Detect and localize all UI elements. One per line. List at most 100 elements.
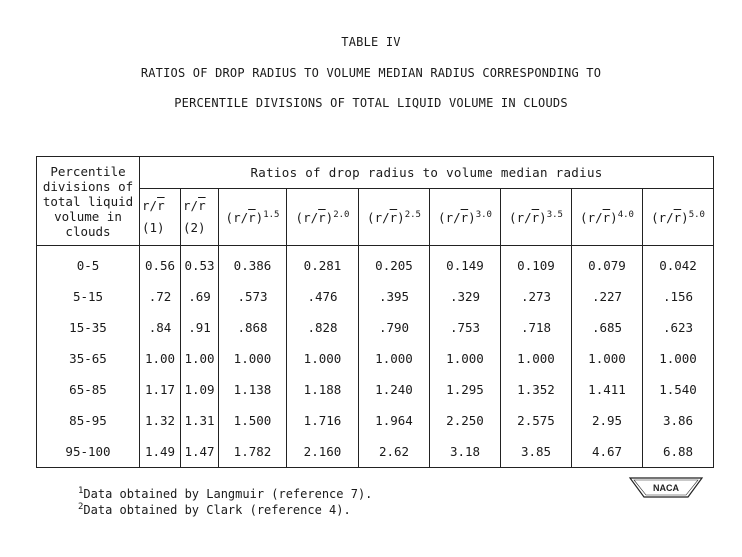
column-header-pow-2-0: (r/r)2.0	[286, 188, 359, 246]
ratios-span-header: Ratios of drop radius to volume median r…	[138, 156, 715, 189]
ratio-cell: .753	[429, 312, 501, 343]
ratio-cell: 1.295	[429, 374, 501, 405]
column-header-pow-1-5: (r/r)1.5	[218, 188, 287, 246]
column-header-exponent: 3.5	[546, 209, 563, 220]
percentile-cell: 0-5	[36, 245, 140, 281]
footnote-marker: 2	[78, 502, 84, 512]
ratio-cell: 1.17	[139, 374, 181, 405]
ratio-cell: 1.500	[218, 405, 287, 436]
ratio-cell: 3.85	[500, 436, 572, 468]
ratio-cell: 1.240	[358, 374, 430, 405]
column-header-exponent: 5.0	[688, 209, 705, 220]
table-body: 0-5 0.56 0.53 0.386 0.281 0.205 0.149 0.109 0.07…	[36, 245, 715, 468]
ratio-cell: 2.160	[286, 436, 359, 468]
percentile-cell: 5-15	[36, 281, 140, 312]
ratio-cell: 1.000	[218, 343, 287, 374]
column-header-base: (r/r)	[509, 209, 547, 225]
ratio-cell: 1.09	[180, 374, 219, 405]
ratio-cell: .790	[358, 312, 430, 343]
footnote-text: Data obtained by Clark (reference 4).	[83, 503, 351, 517]
ratio-cell: 1.188	[286, 374, 359, 405]
percentile-header-line: divisions of	[42, 178, 134, 194]
ratio-cell: 1.138	[218, 374, 287, 405]
ratio-cell: 2.575	[500, 405, 572, 436]
footnote-2: 2Data obtained by Clark (reference 4).	[78, 502, 351, 517]
column-header-exponent: 2.0	[333, 209, 350, 220]
percentile-header-line: volume in	[54, 208, 122, 224]
table-row: 0-5 0.56 0.53 0.386 0.281 0.205 0.149 0.109 0.07…	[36, 245, 715, 281]
ratio-cell: .573	[218, 281, 287, 312]
ratio-cell: 1.000	[358, 343, 430, 374]
naca-logo-text: NACA	[653, 483, 679, 493]
ratio-cell: 1.540	[641, 374, 715, 405]
table-number: TABLE IV	[341, 35, 401, 49]
ratio-cell: .623	[641, 312, 715, 343]
column-header-exponent: 3.0	[475, 209, 492, 220]
column-header-pow-5-0: (r/r)5.0	[641, 188, 715, 246]
column-header-pow-2-5: (r/r)2.5	[358, 188, 430, 246]
percentile-cell: 15-35	[36, 312, 140, 343]
ratio-cell: 1.716	[286, 405, 359, 436]
ratio-cell: .84	[139, 312, 181, 343]
ratio-cell: .868	[218, 312, 287, 343]
table-row: 95-100 1.49 1.47 1.782 2.160 2.62 3.18 3.85 4.67…	[36, 436, 715, 468]
ratio-cell: .718	[500, 312, 572, 343]
ratio-cell: 0.109	[500, 245, 572, 281]
ratio-cell: 0.079	[571, 245, 643, 281]
percentile-cell: 85-95	[36, 405, 140, 436]
ratio-cell: .72	[139, 281, 181, 312]
percentile-cell: 95-100	[36, 436, 140, 468]
column-header-base: (r/r)	[367, 209, 405, 225]
footnote-1: 1Data obtained by Langmuir (reference 7)…	[78, 486, 372, 501]
ratio-cell: 0.56	[139, 245, 181, 281]
column-header-base: (r/r)	[295, 209, 334, 225]
ratio-cell: 2.95	[571, 405, 643, 436]
ratio-cell: 1.00	[139, 343, 181, 374]
ratio-cell: 2.250	[429, 405, 501, 436]
ratio-cell: 0.205	[358, 245, 430, 281]
ratio-cell: 0.281	[286, 245, 359, 281]
column-header-r-ratio-2: r/r (2)	[180, 188, 219, 246]
ratio-cell: 4.67	[571, 436, 643, 468]
ratio-cell: 6.88	[641, 436, 715, 468]
table-row: 15-35.84.91.868.828.790.753.718.685.623	[36, 312, 715, 343]
percentile-cell: 35-65	[36, 343, 140, 374]
column-header-r-ratio-1: r/r (1)	[139, 188, 181, 246]
table-title-line-2: PERCENTILE DIVISIONS OF TOTAL LIQUID VOL…	[174, 96, 568, 110]
column-header-base: r/r	[183, 198, 206, 213]
ratio-cell: 1.31	[180, 405, 219, 436]
table-title-line-1: RATIOS OF DROP RADIUS TO VOLUME MEDIAN R…	[140, 66, 602, 80]
ratio-cell: .227	[571, 281, 643, 312]
ratio-cell: 1.32	[139, 405, 181, 436]
ratio-cell: 1.00	[180, 343, 219, 374]
column-header-base: r/r	[142, 198, 165, 213]
ratio-cell: 0.149	[429, 245, 501, 281]
ratio-cell: 0.042	[641, 245, 715, 281]
percentile-header-line: Percentile	[50, 163, 126, 179]
ratio-cell: 3.86	[641, 405, 715, 436]
ratio-cell: 1.000	[500, 343, 572, 374]
ratio-cell: .329	[429, 281, 501, 312]
ratio-cell: 1.782	[218, 436, 287, 468]
ratio-cell: 3.18	[429, 436, 501, 468]
footnote-marker: 1	[78, 486, 84, 496]
percentile-header-line: total liquid	[42, 193, 134, 209]
percentile-header: Percentile divisions of total liquid vol…	[36, 156, 140, 246]
ratio-cell: 1.000	[286, 343, 359, 374]
column-header-exponent: 1.5	[263, 209, 280, 220]
table-row: 85-95 1.32 1.31 1.500 1.716 1.964 2.250 2.575 2.…	[36, 405, 715, 436]
ratio-cell: 1.49	[139, 436, 181, 468]
ratio-cell: 1.000	[571, 343, 643, 374]
ratio-cell: 1.47	[180, 436, 219, 468]
column-header-base: (r/r)	[580, 209, 618, 225]
ratio-cell: 1.000	[641, 343, 715, 374]
ratio-cell: .156	[641, 281, 715, 312]
table-row: 5-15.72.69.573.476.395.329.273.227.156	[36, 281, 715, 312]
column-header-exponent: 2.5	[404, 209, 421, 220]
ratio-cell: 1.352	[500, 374, 572, 405]
ratio-cell: .273	[500, 281, 572, 312]
ratio-cell: 1.964	[358, 405, 430, 436]
table-row: 65-85 1.17 1.09 1.138 1.188 1.240 1.295 1.352 1.…	[36, 374, 715, 405]
column-header-footnote-ref: (1)	[142, 220, 165, 235]
column-header-exponent: 4.0	[617, 209, 634, 220]
